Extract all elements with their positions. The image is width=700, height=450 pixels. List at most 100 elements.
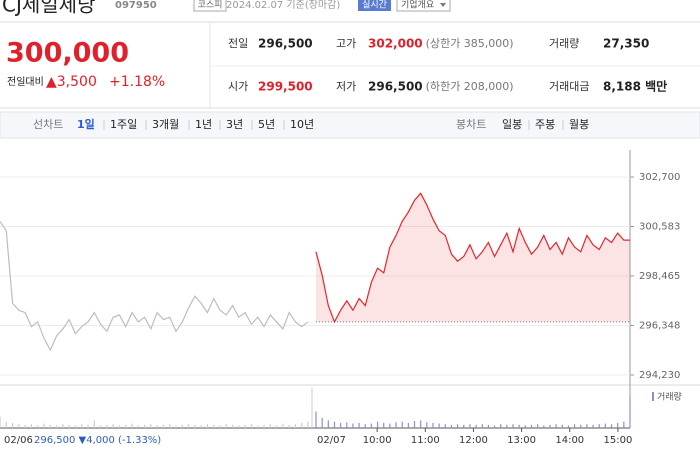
volume-bar	[74, 425, 77, 428]
tab-group-label: 선차트	[33, 118, 63, 131]
volume-bar	[469, 424, 471, 428]
volume-bar	[389, 423, 391, 428]
volume-bar	[231, 424, 234, 428]
x-tick-label: 13:00	[507, 435, 536, 446]
volume-bar	[370, 423, 373, 428]
stock-name: CJ제일제당	[2, 0, 95, 17]
tab[interactable]: 3개월	[152, 118, 179, 131]
y-tick-label: 300,583	[639, 221, 680, 232]
date: 2024.02.07 기준(장마감)	[226, 0, 340, 11]
stat-label: 전일	[228, 36, 248, 50]
volume-bar	[93, 420, 95, 428]
volume-bar	[598, 424, 600, 428]
area-fill	[316, 193, 630, 322]
volume-bar	[225, 424, 227, 428]
realtime[interactable]: 실시간	[362, 0, 387, 11]
volume-bar	[586, 424, 588, 428]
current-price: 300,000	[6, 38, 129, 69]
volume-bar	[18, 424, 20, 428]
volume-bar	[364, 424, 366, 428]
volume-bar	[213, 424, 215, 428]
volume-bar	[250, 424, 253, 428]
stat-label: 저가	[336, 80, 356, 93]
tab[interactable]: 월봉	[569, 118, 589, 131]
prev-summary: 296,500 ▼4,000 (-1.33%)	[34, 435, 161, 446]
price-line	[315, 192, 630, 324]
tab[interactable]: 1주일	[110, 117, 137, 131]
volume-bar	[137, 425, 139, 428]
volume-bar	[112, 424, 114, 428]
volume-bar	[282, 423, 284, 428]
stat-value: 296,500	[258, 37, 313, 51]
volume-bar	[623, 421, 625, 428]
volume-bar	[438, 423, 440, 428]
company-button[interactable]	[396, 0, 451, 12]
volume-bar	[24, 424, 26, 428]
volume-bar	[432, 422, 434, 428]
volume-bar	[481, 424, 483, 428]
stat-note: (상한가 385,000)	[426, 37, 514, 50]
volume-bar	[327, 420, 329, 428]
tab[interactable]: 10년	[290, 118, 314, 131]
stat-value: 302,000	[368, 37, 423, 51]
volume-bar	[376, 421, 379, 428]
volume-bar	[500, 424, 502, 428]
volume-bar	[5, 421, 7, 428]
volume-bar	[187, 424, 190, 428]
stat-label: 거래량	[549, 37, 579, 50]
volume-bar	[592, 424, 594, 428]
change-rate: +1.18%	[109, 74, 165, 90]
volume-bar	[194, 424, 196, 428]
volume-bar	[125, 424, 127, 428]
volume-bar	[358, 422, 360, 428]
volume-bar	[118, 425, 121, 428]
volume-bar	[518, 424, 520, 428]
stat-value: 299,500	[258, 80, 313, 94]
volume-bar	[99, 425, 102, 428]
volume-bar	[524, 425, 526, 428]
tab[interactable]: 3년	[226, 118, 243, 131]
tab[interactable]: 1일	[77, 117, 95, 131]
stock-code: 097950	[115, 0, 157, 11]
company[interactable]: 기업개요	[401, 0, 434, 11]
volume-bar	[106, 424, 108, 428]
tab[interactable]: 5년	[258, 118, 275, 131]
x-tick-label: 15:00	[604, 435, 633, 446]
volume-bar	[30, 424, 33, 428]
market: 코스피	[198, 0, 223, 11]
realtime-button[interactable]	[358, 0, 391, 11]
stat-label: 시가	[228, 80, 248, 93]
volume-bar	[629, 396, 631, 428]
volume-bar	[395, 422, 397, 428]
tab[interactable]: 일봉	[502, 117, 522, 131]
volume-bar	[573, 424, 576, 428]
volume-bar	[487, 424, 489, 428]
volume-bar	[162, 424, 165, 428]
y-tick-label: 296,348	[639, 320, 680, 331]
volume-bar	[561, 424, 563, 428]
volume-bar	[11, 422, 14, 428]
volume-bar	[604, 423, 606, 428]
volume-bar	[288, 424, 290, 428]
volume-bar	[238, 425, 240, 428]
volume-bar	[407, 422, 409, 428]
tab[interactable]: 주봉	[535, 118, 555, 131]
volume-bar	[156, 425, 158, 428]
volume-bar	[169, 424, 171, 428]
volume-bar	[420, 420, 422, 428]
volume-bar	[543, 425, 545, 428]
tab[interactable]: 1년	[195, 118, 212, 131]
volume-bar	[463, 424, 465, 428]
volume-bar	[450, 424, 453, 428]
volume-bar	[346, 422, 348, 428]
dropdown-arrow	[440, 3, 446, 7]
x-tick-label: 12:00	[459, 435, 488, 446]
tab-bar	[0, 111, 700, 139]
volume-bar	[567, 425, 570, 428]
volume-bar	[131, 423, 133, 428]
volume-bar	[383, 422, 385, 428]
volume-bar	[549, 424, 551, 428]
volume-bar	[150, 424, 152, 428]
tab-group-label: 봉차트	[456, 118, 486, 131]
